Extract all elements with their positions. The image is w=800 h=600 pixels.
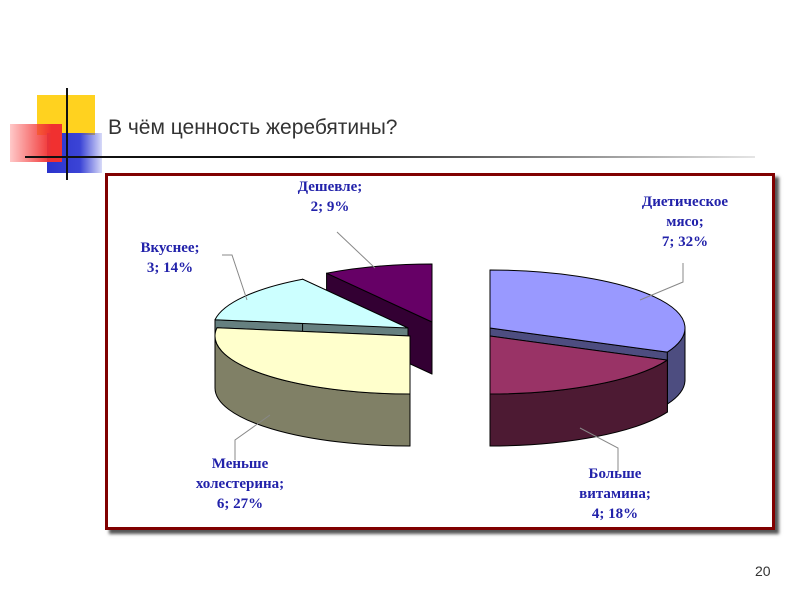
label-less-cholesterol: Меньше холестерина; 6; 27% [195, 456, 285, 512]
slice-top-0 [489, 269, 686, 353]
leader-line [639, 263, 684, 301]
slice-top-4 [326, 263, 433, 323]
slice-top-3 [214, 278, 409, 329]
label-tastier: Вкуснее; 3; 14% [140, 240, 200, 276]
leader-line [336, 231, 376, 269]
slice-top-1 [489, 335, 668, 395]
label-dietary-meat: Диетическое мясо; 7; 32% [641, 194, 729, 250]
logo-vertical-line [66, 88, 68, 180]
title-underline [25, 156, 755, 158]
leader-line [579, 427, 619, 472]
logo-red-square [10, 124, 62, 162]
slide-title: В чём ценность жеребятины? [108, 116, 398, 139]
page-number: 20 [755, 563, 771, 579]
leader-line [234, 414, 271, 460]
leader-line [222, 254, 248, 301]
label-cheaper: Дешевле; 2; 9% [297, 179, 363, 215]
slice-top-2 [214, 327, 411, 395]
label-more-vitamin: Больше витамина; 4; 18% [579, 466, 651, 522]
